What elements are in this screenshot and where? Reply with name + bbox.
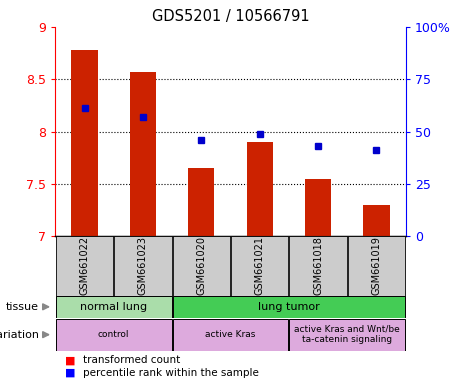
Bar [56, 319, 171, 351]
Bar [173, 319, 288, 351]
Bar [56, 296, 171, 318]
Text: ■: ■ [65, 367, 75, 377]
Text: normal lung: normal lung [80, 302, 147, 312]
Title: GDS5201 / 10566791: GDS5201 / 10566791 [152, 9, 309, 24]
Text: GSM661021: GSM661021 [254, 237, 265, 295]
Text: lung tumor: lung tumor [258, 302, 320, 312]
Bar [247, 142, 273, 236]
Bar [363, 205, 390, 236]
Bar [56, 236, 113, 296]
Bar [71, 50, 98, 236]
Text: genotype/variation: genotype/variation [0, 329, 39, 340]
Text: active Kras and Wnt/be
ta-catenin signaling: active Kras and Wnt/be ta-catenin signal… [295, 325, 400, 344]
Text: GSM661022: GSM661022 [79, 237, 89, 295]
Text: GSM661018: GSM661018 [313, 237, 323, 295]
Text: GSM661020: GSM661020 [196, 237, 207, 295]
Text: GSM661019: GSM661019 [372, 237, 382, 295]
Bar [188, 168, 214, 236]
Bar [130, 72, 156, 236]
Bar [231, 236, 288, 296]
Text: control: control [98, 330, 130, 339]
Bar [305, 179, 331, 236]
Text: active Kras: active Kras [205, 330, 256, 339]
Text: percentile rank within the sample: percentile rank within the sample [83, 367, 259, 377]
Text: ■: ■ [65, 356, 75, 366]
Bar [114, 236, 171, 296]
Text: tissue: tissue [6, 302, 39, 312]
Bar [348, 236, 405, 296]
Bar [290, 319, 405, 351]
Bar [290, 236, 347, 296]
Bar [173, 296, 405, 318]
Bar [173, 236, 230, 296]
Text: transformed count: transformed count [83, 356, 180, 366]
Text: GSM661023: GSM661023 [138, 237, 148, 295]
